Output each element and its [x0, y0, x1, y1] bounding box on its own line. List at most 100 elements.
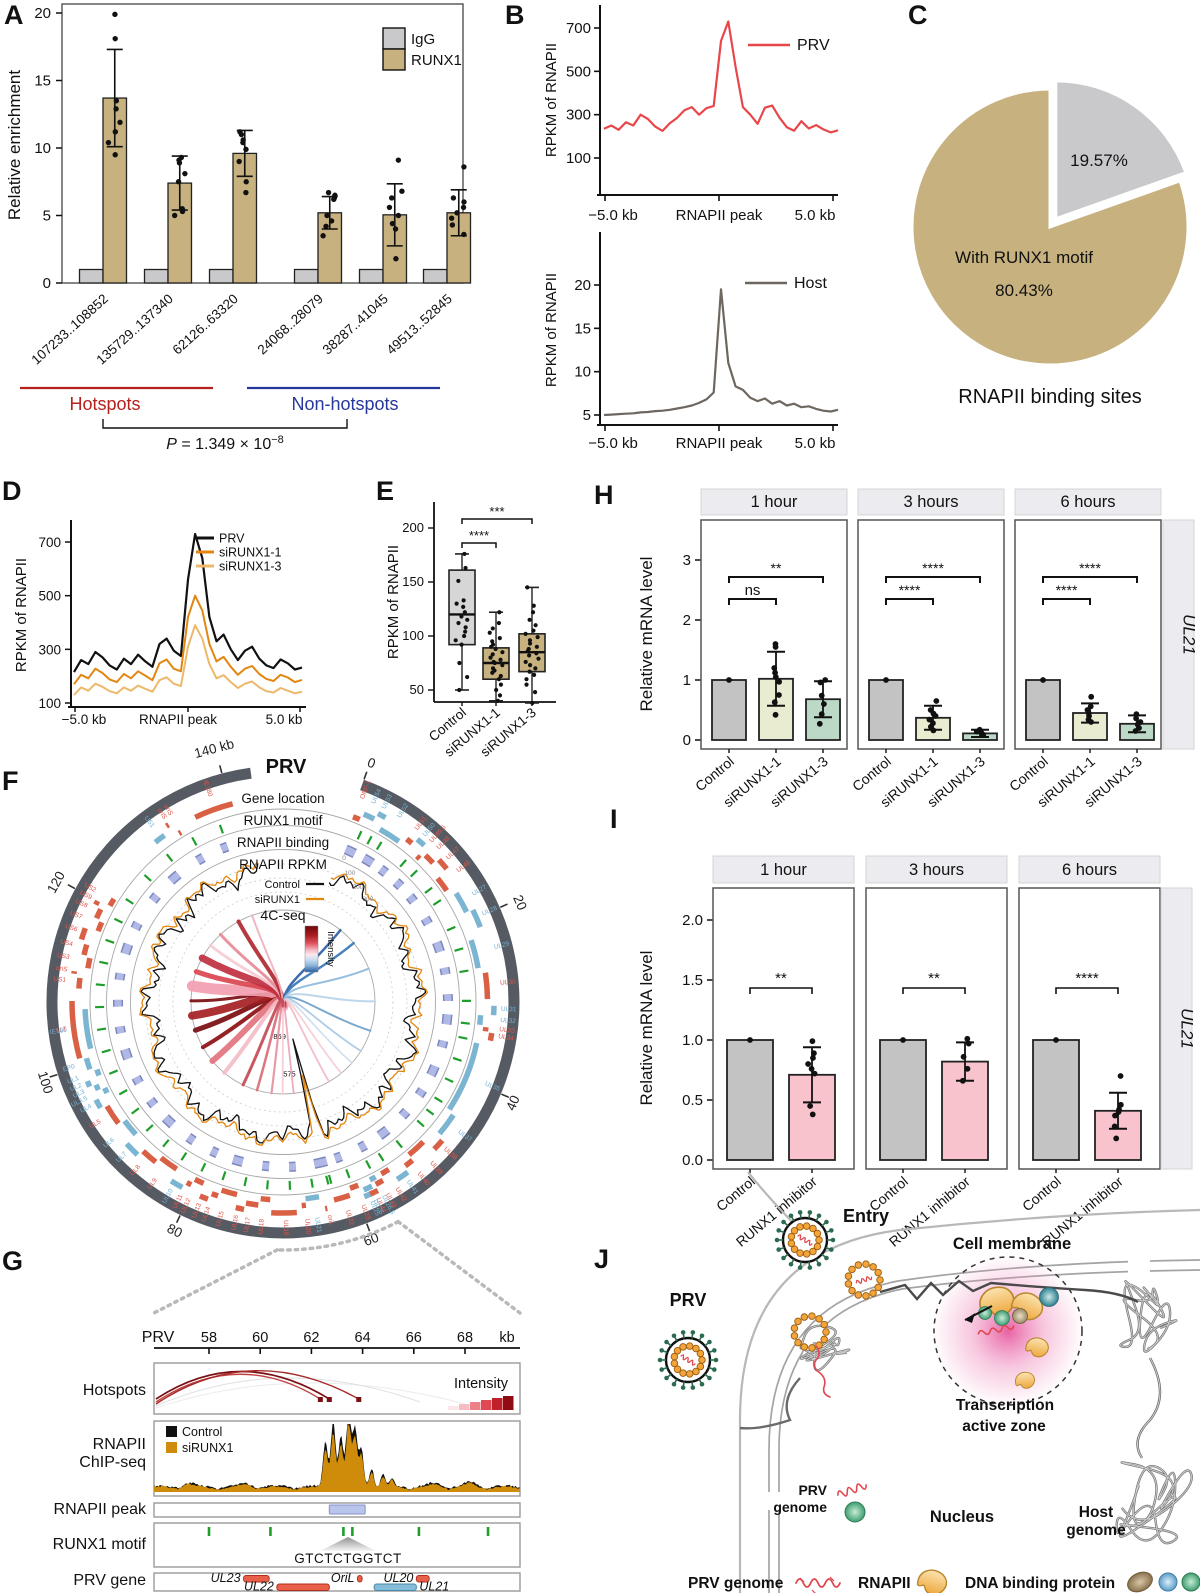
svg-text:****: **** [469, 528, 489, 543]
svg-text:Nucleus: Nucleus [930, 1508, 994, 1526]
svg-text:3: 3 [683, 552, 691, 569]
svg-text:UL2: UL2 [69, 1082, 83, 1093]
svg-text:IE180: IE180 [50, 1027, 68, 1036]
svg-text:RPKM of RNAPII: RPKM of RNAPII [543, 273, 560, 387]
svg-text:**: ** [775, 970, 787, 987]
svg-text:140 kb: 140 kb [193, 736, 236, 761]
svg-text:Relative mRNA level: Relative mRNA level [637, 557, 656, 712]
svg-text:62: 62 [303, 1330, 319, 1346]
svg-text:1: 1 [683, 672, 691, 689]
svg-text:Hotspots: Hotspots [69, 394, 140, 414]
svg-text:UL23: UL23 [211, 1571, 241, 1585]
svg-text:5.0 kb: 5.0 kb [266, 712, 303, 727]
panel-letter-g: G [2, 1246, 24, 1276]
svg-text:58: 58 [201, 1330, 217, 1346]
panel-letter-h: H [594, 480, 614, 510]
svg-text:700: 700 [566, 20, 591, 37]
svg-text:UL32: UL32 [500, 1017, 516, 1025]
svg-text:US4: US4 [59, 938, 73, 948]
svg-text:Control: Control [1019, 1173, 1064, 1214]
svg-text:RUNX1: RUNX1 [411, 52, 462, 69]
svg-text:siRUNX1-3: siRUNX1-3 [219, 560, 282, 574]
svg-text:oriS: oriS [55, 965, 68, 974]
svg-text:Host: Host [1079, 1504, 1113, 1521]
svg-text:OriL: OriL [331, 1571, 355, 1585]
svg-text:0: 0 [342, 855, 346, 862]
svg-text:UL31: UL31 [501, 1006, 517, 1014]
svg-text:40: 40 [503, 1093, 523, 1113]
svg-text:150: 150 [402, 574, 424, 589]
svg-text:Relative enrichment: Relative enrichment [5, 70, 24, 221]
svg-text:38287..41045: 38287..41045 [320, 291, 391, 357]
svg-text:80: 80 [165, 1221, 185, 1241]
svg-text:100: 100 [566, 150, 591, 167]
svg-text:genome: genome [1066, 1522, 1126, 1539]
svg-text:siRUNX1: siRUNX1 [182, 1441, 233, 1455]
svg-text:300: 300 [38, 642, 61, 657]
svg-text:UL15: UL15 [215, 1210, 226, 1227]
svg-text:RNAPII: RNAPII [93, 1436, 146, 1453]
svg-text:300: 300 [363, 896, 374, 903]
svg-text:869: 869 [273, 1032, 286, 1041]
svg-text:PRV: PRV [670, 1290, 707, 1310]
svg-text:RNAPII binding: RNAPII binding [237, 835, 329, 850]
svg-text:49513..52845: 49513..52845 [384, 291, 455, 357]
svg-text:RNAPII peak: RNAPII peak [676, 207, 763, 224]
panel-letter-a: A [4, 0, 24, 30]
svg-text:US1: US1 [53, 976, 67, 984]
svg-text:**: ** [928, 970, 940, 987]
svg-text:10: 10 [34, 140, 51, 157]
svg-text:15: 15 [574, 320, 591, 337]
svg-text:PRV: PRV [142, 1329, 175, 1346]
svg-text:19.57%: 19.57% [1070, 151, 1128, 170]
svg-text:Control: Control [849, 753, 894, 794]
svg-text:RNAPII peak: RNAPII peak [54, 1501, 147, 1518]
svg-text:−5.0 kb: −5.0 kb [62, 712, 107, 727]
svg-text:64: 64 [355, 1330, 371, 1346]
panel-d-chart: 100 300 500 700 RPKM of RNAPII PRVsiRUNX1-1si… [13, 520, 306, 727]
svg-text:PRV genome: PRV genome [688, 1575, 784, 1592]
svg-text:500: 500 [38, 589, 61, 604]
svg-text:6 hours: 6 hours [1060, 493, 1115, 511]
svg-text:Host: Host [794, 275, 827, 292]
svg-text:****: **** [1079, 560, 1101, 576]
svg-text:RUNX1 motif: RUNX1 motif [53, 1536, 147, 1553]
svg-text:**: ** [771, 560, 782, 576]
svg-text:100: 100 [402, 628, 424, 643]
svg-text:PRV gene: PRV gene [73, 1572, 146, 1589]
svg-text:Control: Control [265, 879, 300, 891]
svg-text:Control: Control [713, 1173, 758, 1214]
svg-text:RPKM of RNAPII: RPKM of RNAPII [385, 545, 402, 659]
svg-text:PRV: PRV [797, 37, 830, 54]
svg-text:0: 0 [365, 755, 377, 772]
svg-text:100: 100 [35, 1069, 56, 1095]
svg-text:66: 66 [406, 1330, 422, 1346]
svg-text:UL8: UL8 [129, 1163, 142, 1177]
svg-text:UL21: UL21 [1178, 1008, 1197, 1049]
svg-text:UL18: UL18 [257, 1218, 265, 1234]
svg-text:ChIP-seq: ChIP-seq [79, 1454, 146, 1471]
svg-text:0: 0 [43, 275, 51, 292]
svg-text:DNA binding protein: DNA binding protein [965, 1575, 1115, 1592]
svg-text:UL21: UL21 [419, 1580, 449, 1593]
svg-text:3 hours: 3 hours [903, 493, 958, 511]
svg-text:50: 50 [410, 682, 424, 697]
svg-text:PRV: PRV [798, 1482, 827, 1498]
svg-text:1.5: 1.5 [682, 972, 703, 989]
panel-j-schematic: PRV Entry Cell membrane Transcription active… [657, 1171, 1200, 1593]
svg-text:1 hour: 1 hour [751, 493, 798, 511]
svg-text:UL20: UL20 [383, 1571, 413, 1585]
svg-text:60: 60 [252, 1330, 268, 1346]
svg-text:3 hours: 3 hours [909, 861, 964, 879]
svg-text:62126..63320: 62126..63320 [170, 291, 241, 357]
panel-g-browser: PRV 58 60 62 64 66 68 kb Intensity Control siRUNX1… [53, 1329, 521, 1593]
svg-text:2.0: 2.0 [682, 912, 703, 929]
svg-text:Control: Control [1006, 753, 1051, 794]
panel-letter-f: F [2, 766, 19, 796]
svg-text:oriL: oriL [326, 1214, 335, 1226]
panel-letter-j: J [594, 1244, 610, 1274]
svg-text:UL29: UL29 [493, 940, 510, 951]
svg-text:RNAPII: RNAPII [858, 1575, 911, 1592]
